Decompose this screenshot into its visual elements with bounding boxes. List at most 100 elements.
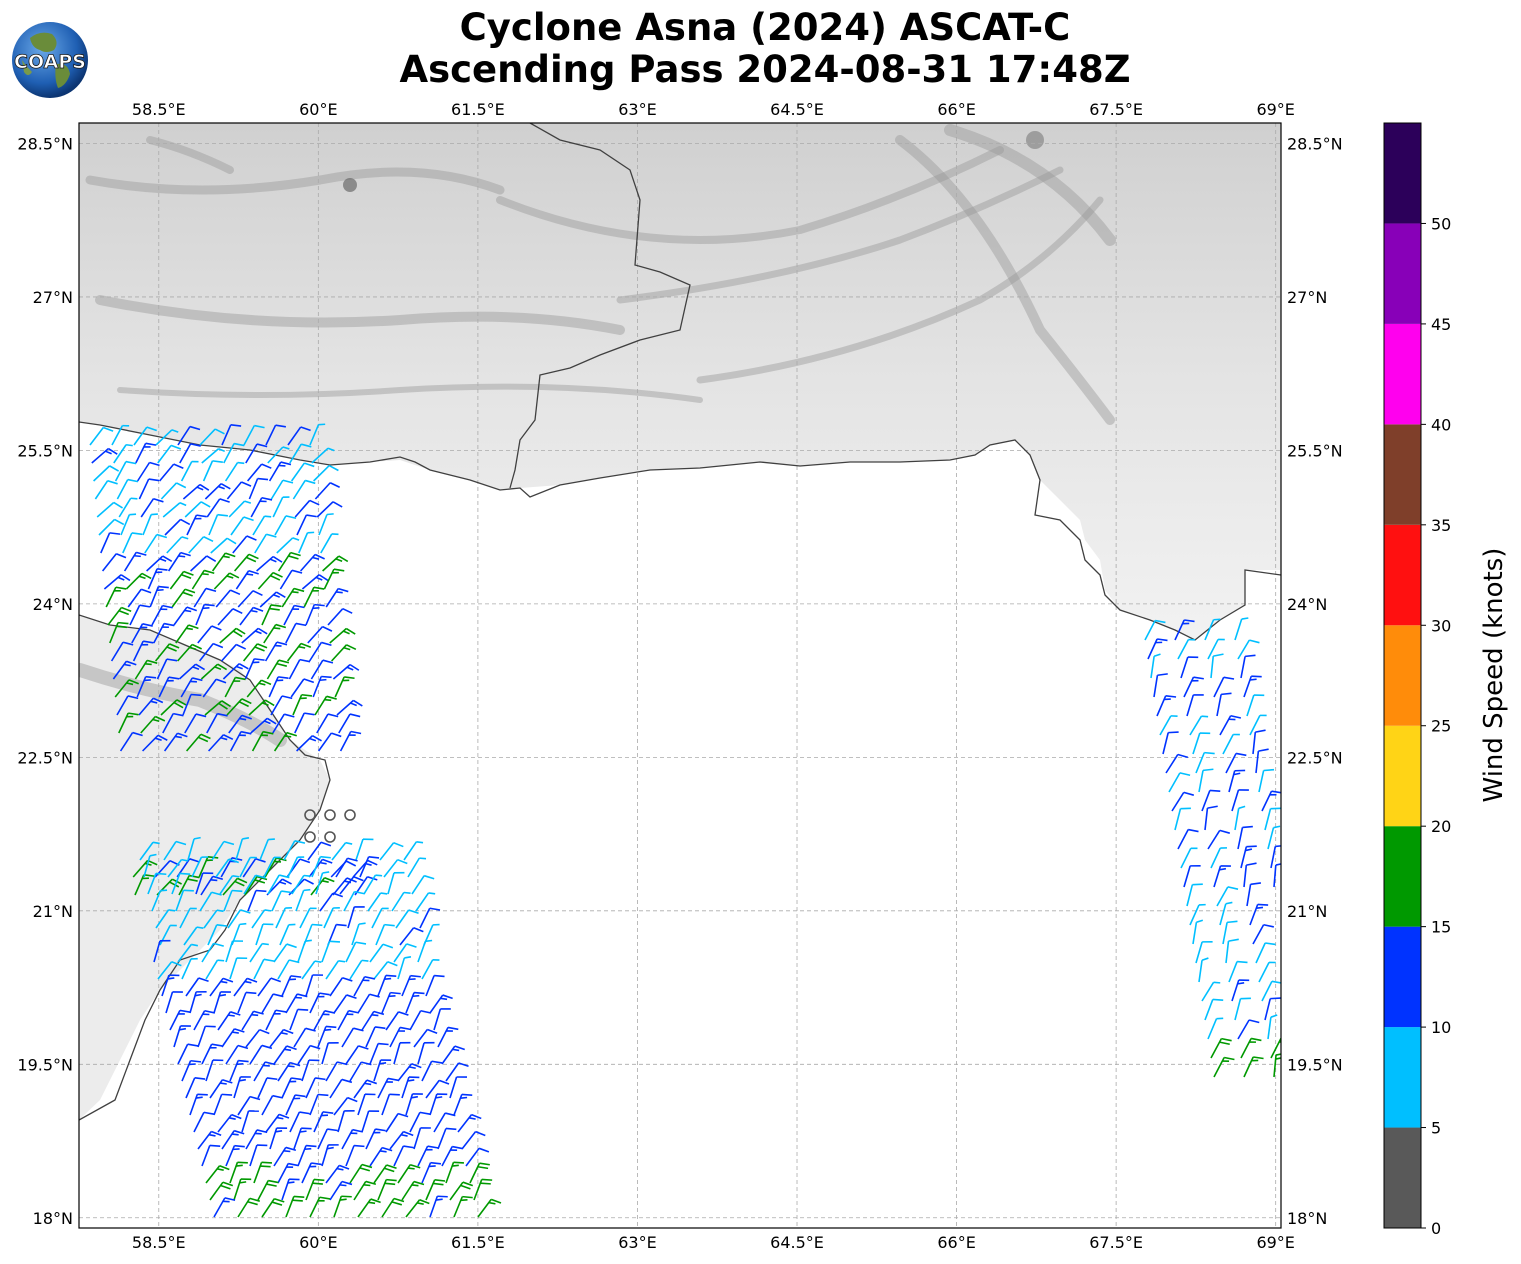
wind-barb — [401, 974, 421, 997]
wind-barb — [1246, 694, 1265, 717]
colorbar-tick-label: 30 — [1431, 616, 1451, 635]
wind-barb — [209, 977, 234, 997]
wind-barb — [1195, 751, 1215, 774]
wind-barb — [389, 1130, 414, 1150]
wind-barb — [304, 831, 316, 843]
wind-barb — [158, 463, 184, 482]
wind-barb — [313, 464, 339, 482]
axis-tick-labels: 58.5°E 58.5°E 60°E 60°E 61.5°E 61.5°E 63°E 63°E… — [17, 100, 1342, 1252]
wind-barb — [160, 699, 187, 716]
land-oman — [79, 615, 330, 1120]
wind-barb — [1207, 638, 1225, 660]
wind-barb — [201, 942, 224, 963]
colorbar-tick-label: 15 — [1431, 918, 1451, 937]
wind-barb — [261, 604, 282, 626]
wind-barb — [397, 956, 412, 980]
wind-barb — [221, 1028, 245, 1048]
colorbar-bin — [1384, 424, 1421, 525]
colorbar-bin — [1384, 524, 1421, 626]
wind-barb — [295, 888, 311, 912]
wind-barb — [222, 877, 248, 896]
wind-barb — [281, 1178, 300, 1201]
wind-barb — [211, 552, 236, 572]
wind-barb — [149, 585, 169, 608]
wind-barb — [324, 831, 336, 843]
wind-barb — [292, 479, 316, 500]
wind-barb — [131, 623, 153, 644]
wind-barb — [294, 499, 320, 518]
wind-barb — [221, 643, 247, 662]
wind-barb — [349, 1061, 372, 1082]
x-tick-label-bottom: 64.5°E — [770, 1233, 824, 1252]
wind-barb — [285, 1195, 305, 1218]
wind-barb — [1240, 1037, 1262, 1059]
wind-barb — [1216, 692, 1232, 717]
wind-barb — [225, 1144, 245, 1167]
wind-barb — [237, 1095, 261, 1116]
x-tick-label-bottom: 67.5°E — [1089, 1233, 1143, 1252]
wind-barb — [1183, 676, 1204, 698]
wind-barb — [193, 1111, 215, 1133]
wind-barb — [321, 1042, 339, 1065]
wind-barb — [199, 428, 225, 446]
wind-barb — [156, 658, 178, 680]
wind-barb — [184, 713, 207, 734]
wind-barb — [349, 1163, 373, 1184]
wind-barb — [337, 1110, 355, 1133]
wind-barb — [301, 574, 329, 590]
wind-barb — [371, 907, 389, 929]
x-tick-label-top: 66°E — [937, 100, 975, 119]
wind-barb — [419, 907, 441, 929]
wind-barb — [335, 857, 358, 878]
wind-barb — [184, 501, 211, 518]
wind-barb — [233, 977, 258, 997]
wind-barb — [180, 677, 203, 698]
wind-barb — [281, 587, 305, 608]
colorbar-bin — [1384, 1127, 1421, 1228]
wind-barb — [235, 836, 250, 861]
wind-barb — [189, 1093, 208, 1116]
wind-barb — [219, 627, 246, 644]
wind-barbs — [89, 423, 1281, 1218]
wind-barb — [1264, 807, 1281, 831]
colorbar-frame — [1383, 122, 1422, 1229]
wind-barb — [1180, 847, 1198, 869]
wind-barb — [309, 1093, 329, 1116]
wind-barb — [341, 1027, 364, 1048]
wind-barb — [222, 663, 249, 680]
wind-barb — [239, 856, 257, 878]
wind-barb — [338, 713, 361, 734]
wind-barb — [248, 477, 269, 500]
wind-barb — [160, 482, 187, 500]
wind-barb — [329, 1078, 353, 1099]
wind-barb — [351, 922, 366, 946]
wind-barb — [1213, 676, 1235, 698]
wind-barb — [207, 924, 228, 946]
wind-barb — [237, 1197, 260, 1218]
wind-barb — [318, 513, 334, 536]
wind-barb — [241, 1110, 259, 1133]
land-north — [79, 123, 1281, 640]
wind-barb — [429, 994, 453, 1014]
wind-barb — [373, 1059, 392, 1082]
wind-barb — [401, 1180, 425, 1201]
gridlines — [79, 123, 1281, 1228]
wind-barb — [1252, 923, 1274, 945]
wind-barb — [288, 658, 311, 680]
wind-barb — [229, 730, 252, 752]
wind-barb — [317, 1025, 337, 1048]
wind-barb — [289, 1111, 310, 1133]
wind-barb — [301, 1059, 320, 1082]
wind-barb — [167, 858, 189, 878]
wind-barb — [89, 426, 114, 446]
wind-barb — [322, 555, 349, 572]
y-tick-label-right: 21°N — [1287, 902, 1327, 921]
wind-barb — [367, 892, 388, 912]
wind-barb — [1189, 715, 1209, 736]
x-tick-label-top: 63°E — [618, 100, 656, 119]
wind-barb — [314, 482, 340, 500]
wind-barb — [277, 551, 301, 572]
wind-barb — [211, 840, 235, 861]
wind-barb — [453, 1093, 473, 1116]
wind-barb — [185, 733, 211, 752]
